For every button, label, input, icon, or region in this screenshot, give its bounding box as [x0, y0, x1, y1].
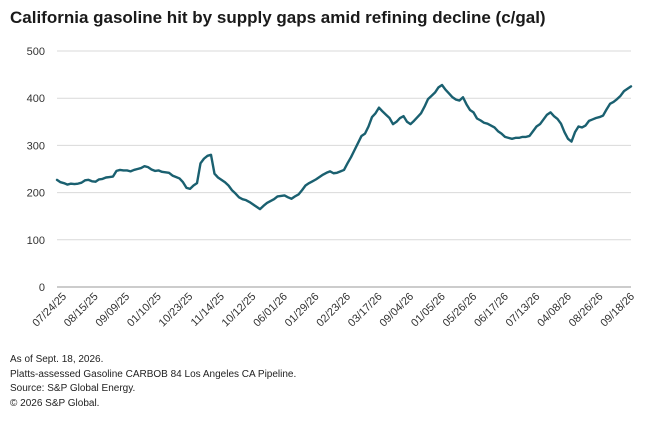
note-copyright: © 2026 S&P Global.: [10, 397, 100, 409]
y-tick-label: 200: [27, 188, 45, 200]
note-date: As of Sept. 18, 2026.: [10, 354, 104, 365]
gridlines: [57, 50, 631, 288]
y-tick-label: 0: [39, 282, 45, 294]
x-tick-label: 10/23/25: [157, 291, 196, 330]
line-chart: 0 100 200 300 400 500 07/24/2508/15/2509/09/2…: [27, 46, 637, 330]
x-axis: 07/24/2508/15/2509/09/2501/10/2510/23/25…: [30, 291, 637, 330]
footnotes: As of Sept. 18, 2026. Platts-assessed Ga…: [10, 353, 296, 411]
x-tick-label: 09/18/26: [598, 291, 637, 330]
series-line: [55, 83, 633, 211]
y-tick-label: 400: [27, 93, 45, 105]
note-assessment: Platts-assessed Gasoline CARBOB 84 Los A…: [10, 368, 297, 380]
y-tick-label: 500: [27, 46, 45, 58]
y-tick-label: 300: [27, 140, 45, 152]
note-source: Source: S&P Global Energy.: [10, 383, 136, 394]
y-axis: 0 100 200 300 400 500: [27, 46, 45, 294]
y-tick-label: 100: [27, 235, 45, 247]
chart-title: California gasoline hit by supply gaps a…: [10, 8, 546, 27]
